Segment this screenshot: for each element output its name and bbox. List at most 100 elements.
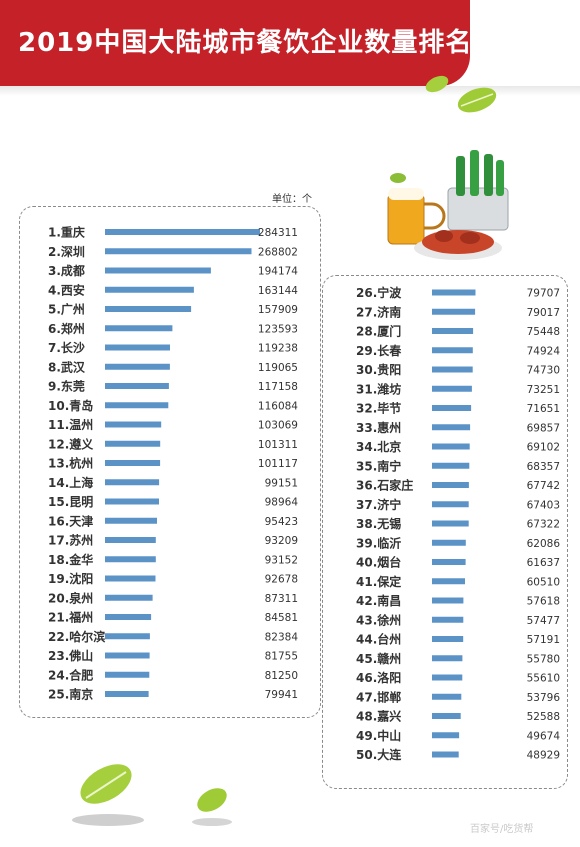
category-label: 14.上海 (48, 475, 93, 490)
leaf-icon-bottom (72, 764, 232, 826)
category-label: 20.泉州 (48, 590, 93, 605)
value-label: 99151 (265, 477, 298, 489)
category-label: 42.南昌 (356, 593, 401, 608)
value-label: 93209 (265, 535, 298, 547)
bar (105, 229, 260, 235)
bar (432, 347, 473, 354)
category-label: 39.临沂 (356, 535, 401, 550)
bar (432, 751, 459, 758)
unit-label: 单位：个 (272, 194, 312, 205)
value-label: 79941 (265, 689, 298, 701)
bar (432, 597, 464, 604)
value-label: 49674 (527, 730, 561, 742)
category-label: 41.保定 (356, 574, 401, 589)
category-label: 43.徐州 (356, 612, 401, 627)
bar (105, 594, 153, 601)
value-label: 67322 (527, 519, 560, 531)
category-label: 13.杭州 (48, 456, 93, 471)
bar (105, 440, 161, 447)
bar (432, 636, 464, 642)
value-label: 61637 (527, 557, 560, 569)
value-label: 79707 (527, 288, 560, 300)
value-label: 57191 (527, 634, 560, 646)
bar (105, 344, 170, 351)
bar (105, 691, 149, 697)
category-label: 18.金华 (48, 552, 93, 567)
value-label: 92678 (265, 574, 298, 586)
value-label: 67742 (527, 480, 560, 492)
value-label: 87311 (265, 593, 298, 605)
category-label: 5.广州 (48, 302, 85, 317)
value-label: 123593 (258, 323, 298, 335)
bar (105, 402, 169, 409)
bar (432, 674, 463, 681)
value-label: 69102 (527, 442, 560, 454)
bar (432, 385, 472, 392)
value-label: 69857 (527, 422, 560, 434)
category-label: 3.成都 (48, 263, 85, 278)
category-label: 17.苏州 (48, 533, 93, 548)
category-label: 11.温州 (48, 418, 93, 432)
bar (432, 539, 466, 546)
value-label: 101117 (258, 458, 298, 470)
value-label: 116084 (258, 400, 298, 412)
category-label: 10.青岛 (48, 398, 93, 413)
bar (105, 671, 150, 678)
value-label: 119065 (258, 362, 298, 374)
category-label: 21.福州 (48, 610, 93, 625)
bar (105, 517, 157, 524)
bar (432, 520, 469, 527)
category-label: 2.深圳 (48, 244, 85, 259)
category-label: 26.宁波 (356, 285, 402, 300)
value-label: 163144 (258, 285, 298, 297)
bar (432, 482, 469, 488)
bar (432, 559, 466, 565)
bar (432, 443, 470, 450)
category-label: 46.洛阳 (356, 670, 401, 685)
value-label: 52588 (527, 711, 560, 723)
value-label: 81250 (265, 670, 298, 682)
category-label: 16.天津 (48, 513, 93, 528)
value-label: 157909 (258, 304, 298, 316)
category-label: 47.邯郸 (356, 689, 401, 704)
category-label: 7.长沙 (48, 340, 85, 355)
value-label: 194174 (258, 266, 298, 278)
category-label: 25.南京 (48, 687, 93, 702)
value-label: 268802 (258, 246, 298, 258)
category-label: 35.南宁 (356, 458, 401, 473)
category-label: 40.烟台 (356, 555, 401, 570)
bar (432, 655, 463, 662)
bar (105, 383, 169, 389)
banner-shadow (0, 86, 580, 96)
beer-and-food-icon (387, 150, 509, 260)
category-label: 22.哈尔滨 (48, 629, 105, 644)
category-label: 48.嘉兴 (356, 709, 401, 724)
category-label: 45.赣州 (356, 651, 401, 666)
bar (105, 363, 170, 370)
leaf-icon-top (425, 75, 497, 113)
ranking-panel-left (19, 206, 321, 718)
bar (105, 556, 156, 563)
value-label: 119238 (258, 343, 298, 355)
bar (432, 501, 469, 508)
bar (105, 537, 156, 543)
category-label: 37.济宁 (356, 497, 401, 512)
category-label: 23.佛山 (48, 648, 93, 663)
bar (432, 308, 476, 315)
category-label: 12.遵义 (48, 436, 94, 451)
bar (105, 479, 160, 486)
value-label: 82384 (265, 631, 299, 643)
value-label: 57618 (527, 596, 560, 608)
category-label: 15.昆明 (48, 495, 93, 509)
category-label: 1.重庆 (48, 225, 85, 240)
category-label: 9.东莞 (48, 379, 85, 394)
category-label: 32.毕节 (356, 401, 401, 416)
value-label: 57477 (527, 615, 560, 627)
bar (432, 405, 472, 411)
category-label: 49.中山 (356, 728, 401, 743)
title-banner: 2019中国大陆城市餐饮企业数量排名 (0, 0, 471, 86)
category-label: 34.北京 (356, 439, 401, 454)
bar (105, 306, 192, 312)
